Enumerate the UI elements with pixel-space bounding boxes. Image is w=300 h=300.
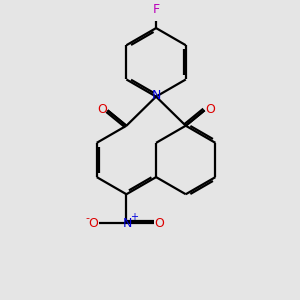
Text: O: O: [97, 103, 107, 116]
Text: O: O: [89, 217, 99, 230]
Text: N: N: [152, 88, 161, 102]
Text: N: N: [123, 217, 132, 230]
Text: O: O: [154, 217, 164, 230]
Text: O: O: [205, 103, 215, 116]
Text: +: +: [130, 212, 138, 222]
Text: -: -: [86, 213, 90, 223]
Text: F: F: [152, 3, 160, 16]
